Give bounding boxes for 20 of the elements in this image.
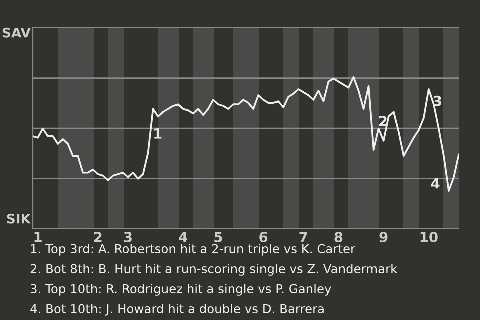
text: SIK bbox=[7, 214, 32, 224]
x-tick-label: 10 bbox=[420, 232, 438, 243]
text: 3. Top 10th: R. Rodriguez hit a single vs P. Ganley bbox=[30, 284, 332, 296]
text: 1. Top 3rd: A. Robertson hit a 2-run triple vs K. Carter bbox=[31, 244, 356, 256]
x-tick-label: 4 bbox=[179, 232, 188, 242]
x-tick-label: 3 bbox=[124, 232, 132, 243]
x-tick-label: 9 bbox=[380, 232, 388, 243]
x-tick-label: 8 bbox=[334, 232, 343, 243]
x-tick-label: 5 bbox=[214, 232, 222, 243]
annotation: 3 bbox=[434, 96, 442, 106]
text: SAV bbox=[2, 28, 31, 38]
x-tick-label: 7 bbox=[300, 232, 308, 242]
x-tick-label: 6 bbox=[260, 232, 268, 243]
x-tick-label: 2 bbox=[94, 232, 102, 242]
annotation: 2 bbox=[379, 116, 387, 126]
annotation: 1 bbox=[154, 128, 162, 139]
x-tick-label: 1 bbox=[34, 232, 42, 242]
text: 2. Bot 8th: B. Hurt hit a run-scoring single vs Z. Vandermark bbox=[30, 264, 398, 276]
text: 4. Bot 10th: J. Howard hit a double vs D. Barrera bbox=[30, 304, 324, 316]
annotation: 4 bbox=[431, 178, 440, 189]
